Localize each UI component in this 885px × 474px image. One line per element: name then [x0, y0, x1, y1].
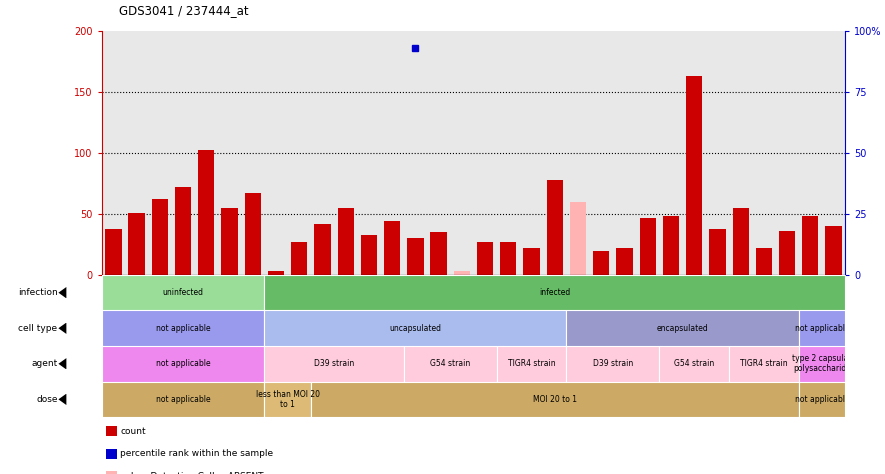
Bar [496, 346, 566, 382]
Bar [798, 310, 845, 346]
Text: D39 strain: D39 strain [314, 359, 354, 368]
Bar [311, 382, 798, 417]
Bar [265, 275, 845, 310]
Bar [198, 150, 214, 275]
Bar [709, 228, 726, 275]
Bar [102, 310, 265, 346]
Text: type 2 capsular
polysaccharide: type 2 capsular polysaccharide [792, 354, 851, 374]
Text: G54 strain: G54 strain [430, 359, 470, 368]
Bar [151, 199, 168, 275]
Bar [477, 242, 493, 275]
Bar [798, 346, 845, 382]
Text: not applicable: not applicable [156, 324, 211, 333]
Text: G54 strain: G54 strain [674, 359, 714, 368]
Bar [128, 213, 145, 275]
Text: uninfected: uninfected [163, 288, 204, 297]
Bar [265, 382, 311, 417]
Text: agent: agent [31, 359, 58, 368]
Bar [566, 310, 798, 346]
Text: infected: infected [539, 288, 571, 297]
Bar [337, 208, 354, 275]
Bar [265, 346, 404, 382]
Text: infection: infection [18, 288, 58, 297]
Bar [686, 76, 703, 275]
Text: value, Detection Call = ABSENT: value, Detection Call = ABSENT [120, 472, 264, 474]
Text: not applicable: not applicable [795, 324, 850, 333]
Bar [102, 382, 265, 417]
Bar [102, 346, 265, 382]
Bar [733, 208, 749, 275]
Bar [105, 228, 121, 275]
Bar [244, 193, 261, 275]
Polygon shape [58, 394, 66, 405]
Bar [221, 208, 238, 275]
Text: uncapsulated: uncapsulated [389, 324, 442, 333]
Bar [384, 221, 400, 275]
Bar [265, 310, 566, 346]
Bar [779, 231, 796, 275]
Bar [802, 216, 819, 275]
Text: dose: dose [36, 395, 58, 404]
Text: GDS3041 / 237444_at: GDS3041 / 237444_at [119, 4, 249, 17]
Text: TIGR4 strain: TIGR4 strain [508, 359, 556, 368]
Bar [616, 248, 633, 275]
Bar [175, 187, 191, 275]
Bar [756, 248, 772, 275]
Bar [500, 242, 517, 275]
Bar [291, 242, 307, 275]
Polygon shape [58, 358, 66, 370]
Text: cell type: cell type [19, 324, 58, 333]
Bar [430, 232, 447, 275]
Bar [663, 216, 679, 275]
Bar [102, 275, 265, 310]
Text: count: count [120, 427, 146, 436]
Bar [404, 346, 496, 382]
Bar [729, 346, 798, 382]
Text: not applicable: not applicable [156, 395, 211, 404]
Bar [547, 180, 563, 275]
Bar [268, 271, 284, 275]
Bar [640, 218, 656, 275]
Text: percentile rank within the sample: percentile rank within the sample [120, 449, 273, 458]
Bar [659, 346, 729, 382]
Text: not applicable: not applicable [795, 395, 850, 404]
Text: not applicable: not applicable [156, 359, 211, 368]
Bar [593, 251, 610, 275]
Bar [407, 238, 424, 275]
Text: D39 strain: D39 strain [593, 359, 633, 368]
Bar [566, 346, 659, 382]
Bar [454, 271, 470, 275]
Text: less than MOI 20
to 1: less than MOI 20 to 1 [256, 390, 319, 409]
Bar [798, 382, 845, 417]
Bar [361, 235, 377, 275]
Polygon shape [58, 322, 66, 334]
Bar [523, 248, 540, 275]
Bar [570, 202, 586, 275]
Bar [314, 224, 331, 275]
Text: TIGR4 strain: TIGR4 strain [740, 359, 788, 368]
Text: encapsulated: encapsulated [657, 324, 708, 333]
Polygon shape [58, 287, 66, 299]
Bar [826, 226, 842, 275]
Text: MOI 20 to 1: MOI 20 to 1 [533, 395, 577, 404]
